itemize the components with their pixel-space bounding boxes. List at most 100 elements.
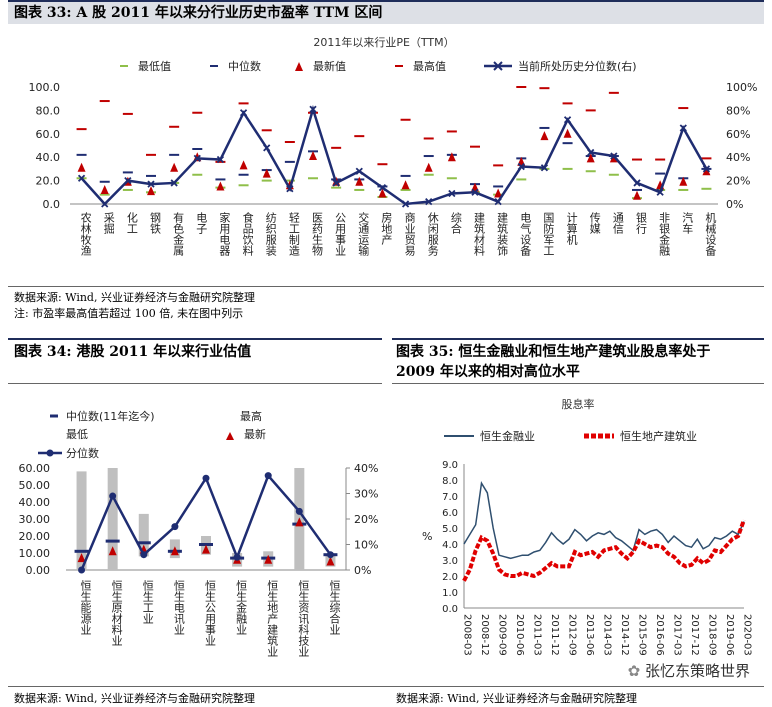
figure-34-header: 图表 34: 港股 2011 年以来行业估值 <box>14 344 252 360</box>
x-tick-label: 钢铁 <box>149 212 162 234</box>
y-tick-label: 10.00 <box>19 547 51 560</box>
percentile-point <box>216 155 225 164</box>
percentile-point <box>309 105 317 113</box>
percentile-point <box>101 200 109 208</box>
latest-mark <box>702 166 711 176</box>
x-tick-label: 恒生金融业 <box>235 580 248 635</box>
latest-mark <box>295 517 304 527</box>
y2-tick-label: 40% <box>726 151 750 164</box>
y-tick-label: 50.00 <box>19 479 51 492</box>
chart-legend: 恒生金融业 恒生地产建筑业 <box>444 429 697 443</box>
y-tick-label: 80.0 <box>36 104 61 117</box>
chart-title: 股息率 <box>562 397 595 411</box>
percentile-point <box>517 162 525 171</box>
latest-mark <box>264 554 273 564</box>
data-marks <box>462 481 746 582</box>
x-tick-label: 交通运输 <box>357 211 370 257</box>
y2-tick-label: 10% <box>354 539 378 552</box>
data-marks <box>76 86 712 208</box>
x-tick-label: 银行 <box>635 211 648 235</box>
chart-legend: 最低值 中位数 最新值 最高值 当前所处历史分位数(右) <box>120 59 637 73</box>
latest-mark <box>447 152 456 162</box>
percentile-point <box>77 174 86 182</box>
x-tick-label: 建筑材料 <box>473 211 486 257</box>
y2-tick-label: 30% <box>354 488 378 501</box>
legend-label: 恒生金融业 <box>480 429 535 443</box>
x-tick-label: 传媒 <box>588 212 601 235</box>
y-tick-label: 7.0 <box>442 492 458 503</box>
x-tick-label: 2020-03 <box>742 614 753 656</box>
x-tick-label: 电子 <box>195 212 208 234</box>
percentile-point <box>286 185 294 193</box>
y-tick-label: 1.0 <box>442 588 458 599</box>
x-tick-label: 2017-12 <box>689 614 700 656</box>
x-tick-label: 轻工制造 <box>287 211 300 256</box>
x-tick-label: 恒生综合业 <box>328 580 341 635</box>
percentile-point <box>109 492 117 500</box>
x-tick-label: 2015-09 <box>637 614 648 656</box>
x-tick-label: 通信 <box>611 212 624 235</box>
wechat-icon: ✿ <box>627 662 645 680</box>
x-tick-label: 2018-09 <box>707 614 718 656</box>
x-tick-label: 2008-12 <box>479 614 490 656</box>
latest-mark <box>494 188 503 198</box>
latest-mark <box>586 153 595 163</box>
chart-title: 2011年以来行业PE（TTM） <box>313 35 454 49</box>
x-tick-label: 化工 <box>125 211 138 234</box>
y2-tick-label: 0% <box>354 564 371 577</box>
property-line <box>462 519 746 582</box>
percentile-point <box>233 553 241 561</box>
legend-label: 最低值 <box>138 60 171 73</box>
x-tick-label: 有色金属 <box>172 211 185 257</box>
legend-label: 中位数 <box>228 59 261 73</box>
x-tick-label: 2011-03 <box>532 614 543 656</box>
watermark-text: 张忆东策略世界 <box>644 662 750 680</box>
x-tick-label: 2017-03 <box>672 614 683 656</box>
percentile-point <box>193 154 201 163</box>
x-tick-label: 汽车 <box>681 211 694 235</box>
x-tick-label: 2013-06 <box>584 614 595 656</box>
latest-mark <box>77 162 86 172</box>
x-tick-label: 纺织服装 <box>264 211 277 257</box>
percentile-line <box>80 104 708 206</box>
y-tick-label: 9.0 <box>442 460 458 471</box>
y-tick-label: 20.00 <box>19 530 51 543</box>
watermark: ✿ 张忆东策略世界 <box>628 660 750 681</box>
y-tick-label: 40.0 <box>36 151 61 164</box>
source-note-1: 数据来源: Wind, 兴业证券经济与金融研究院整理 <box>14 291 255 304</box>
range-bar <box>138 513 149 557</box>
x-tick-label: 综合 <box>449 211 462 234</box>
latest-mark <box>147 186 155 196</box>
y-tick-label: 0.0 <box>442 604 458 615</box>
y2-tick-label: 40% <box>354 462 378 475</box>
data-marks <box>74 468 338 574</box>
y2-tick-label: 100% <box>726 81 757 94</box>
y-tick-label: 6.0 <box>442 508 458 519</box>
latest-mark <box>262 168 271 178</box>
percentile-point <box>610 152 618 160</box>
legend-percentile-marker <box>493 61 503 71</box>
latest-mark <box>355 176 364 186</box>
percentile-point <box>378 183 387 192</box>
x-tick-label: 恒生能源业 <box>79 580 92 635</box>
percentile-point <box>202 474 210 482</box>
latest-mark <box>108 546 117 556</box>
legend-percentile-marker <box>46 449 54 457</box>
y-tick-label: 2.0 <box>442 572 458 583</box>
x-tick-label: 恒生资讯科技业 <box>297 580 310 657</box>
x-tick-label: 商业贸易 <box>403 211 416 257</box>
y-axis-label: % <box>422 530 432 543</box>
y-tick-label: 40.00 <box>19 496 51 509</box>
y2-tick-label: 80% <box>726 104 750 117</box>
footnote-1: 注: 市盈率最高值若超过 100 倍, 未在图中列示 <box>14 307 244 320</box>
percentile-point <box>264 472 272 480</box>
x-tick-label: 采掘 <box>102 212 115 235</box>
x-tick-label: 恒生原材料业 <box>110 580 123 646</box>
x-tick-label: 公用事业 <box>334 212 347 256</box>
axes: 0.0 1.0 2.0 3.0 4.0 5.0 6.0 7.0 8.0 9.0% 2008-03 20… <box>422 460 753 656</box>
figure-33-header: 图表 33: A 股 2011 年以来分行业历史市盈率 TTM 区间 <box>8 2 764 24</box>
x-tick-label: 国防军工 <box>542 212 555 256</box>
axes: 0.0 20.0 40.0 60.0 80.0 100.0 0% 20% 40% 60% 80% 10… <box>29 81 758 257</box>
y-tick-label: 5.0 <box>442 524 458 535</box>
y-tick-label: 0.00 <box>26 564 51 577</box>
